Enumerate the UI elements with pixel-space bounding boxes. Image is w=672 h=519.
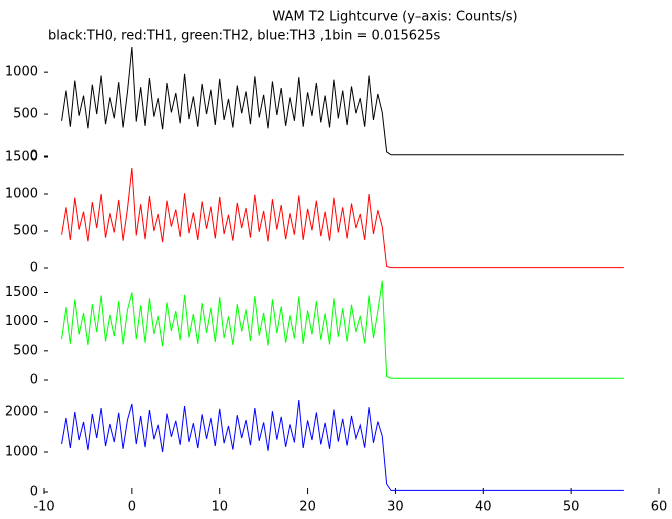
lightcurve	[61, 399, 624, 491]
lightcurve	[61, 168, 624, 269]
chart-title: WAM T2 Lightcurve (y–axis: Counts/s)	[272, 10, 517, 25]
y-tick-label: 0	[30, 373, 38, 388]
y-tick-label: 1000	[5, 314, 38, 329]
y-tick-label: 1500	[5, 150, 38, 165]
x-tick-label: 60	[651, 500, 668, 515]
x-tick-label: -10	[33, 500, 54, 515]
y-tick-label: 1000	[5, 187, 38, 202]
y-tick-label: 500	[13, 224, 38, 239]
x-tick-label: 10	[211, 500, 228, 515]
chart-subtitle: black:TH0, red:TH1, green:TH2, blue:TH3 …	[48, 29, 441, 44]
y-tick-label: 500	[13, 343, 38, 358]
lightcurve	[61, 46, 624, 156]
x-tick-label: 0	[128, 500, 136, 515]
y-tick-label: 1000	[5, 445, 38, 460]
y-tick-label: 0	[30, 261, 38, 276]
y-tick-label: 500	[13, 107, 38, 122]
x-tick-label: 30	[387, 500, 404, 515]
x-tick-label: 50	[563, 500, 580, 515]
x-tick-label: 20	[299, 500, 316, 515]
y-tick-label: 0	[30, 485, 38, 500]
lightcurve	[61, 280, 624, 379]
y-tick-label: 0	[30, 149, 38, 164]
y-tick-label: 2000	[5, 405, 38, 420]
y-tick-label: 1000	[5, 65, 38, 80]
y-tick-label: 1500	[5, 285, 38, 300]
x-tick-label: 40	[475, 500, 492, 515]
